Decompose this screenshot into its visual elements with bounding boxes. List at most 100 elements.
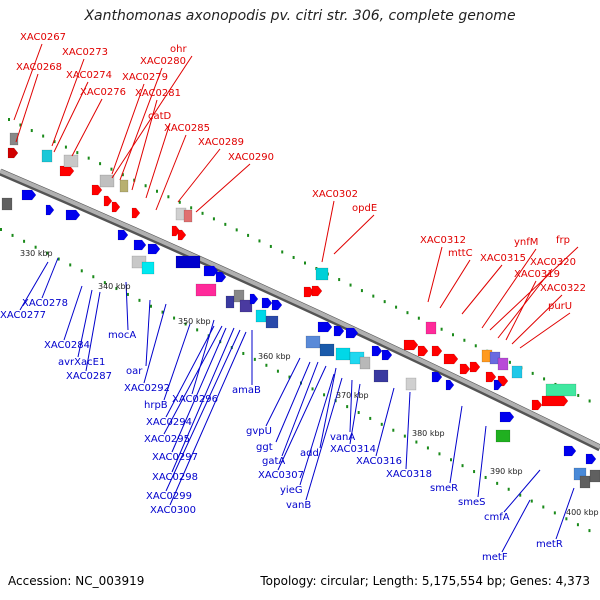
gene-label-XAC0297[interactable]: XAC0297 xyxy=(152,452,198,463)
scale-label: 400 kbp xyxy=(566,508,599,517)
tick-dot xyxy=(461,464,464,468)
gene-label-mocA[interactable]: mocA xyxy=(108,330,136,341)
tick-dot xyxy=(224,222,227,226)
tick-dot xyxy=(196,328,199,332)
gene-label-ynfM[interactable]: ynfM xyxy=(514,237,538,248)
leader-line xyxy=(461,264,503,315)
gene-label-XAC0281[interactable]: XAC0281 xyxy=(135,88,181,99)
gene-block xyxy=(175,255,201,269)
gene-label-XAC0268[interactable]: XAC0268 xyxy=(16,62,62,73)
gene-label-XAC0295[interactable]: XAC0295 xyxy=(144,434,190,445)
gene-arrow xyxy=(7,147,19,159)
gene-label-catD[interactable]: catD xyxy=(148,111,172,122)
leader-line xyxy=(299,373,335,486)
gene-label-XAC0322[interactable]: XAC0322 xyxy=(540,283,586,294)
gene-block xyxy=(183,209,193,223)
gene-label-metF[interactable]: metF xyxy=(482,552,508,563)
gene-label-XAC0280[interactable]: XAC0280 xyxy=(140,56,186,67)
leader-line xyxy=(519,312,571,349)
gene-block xyxy=(225,295,235,309)
leader-line xyxy=(277,365,327,471)
gene-label-XAC0294[interactable]: XAC0294 xyxy=(146,417,192,428)
gene-label-cmfA[interactable]: cmfA xyxy=(484,512,510,523)
gene-label-smeR[interactable]: smeR xyxy=(430,483,458,494)
gene-label-vanB[interactable]: vanB xyxy=(286,500,311,511)
gene-arrow xyxy=(133,239,147,251)
gene-label-XAC0300[interactable]: XAC0300 xyxy=(150,505,196,516)
gene-label-XAC0289[interactable]: XAC0289 xyxy=(198,137,244,148)
gene-label-ohr[interactable]: ohr xyxy=(170,44,187,55)
gene-label-XAC0319[interactable]: XAC0319 xyxy=(514,269,560,280)
leader-line xyxy=(53,81,89,153)
gene-label-XAC0316[interactable]: XAC0316 xyxy=(356,456,402,467)
gene-block xyxy=(195,283,217,297)
gene-label-XAC0315[interactable]: XAC0315 xyxy=(480,253,526,264)
gene-label-XAC0267[interactable]: XAC0267 xyxy=(20,32,66,43)
gene-label-XAC0285[interactable]: XAC0285 xyxy=(164,123,210,134)
gene-label-XAC0278[interactable]: XAC0278 xyxy=(22,298,68,309)
gene-arrow xyxy=(317,321,333,333)
gene-label-add[interactable]: add xyxy=(300,448,319,459)
gene-label-XAC0277[interactable]: XAC0277 xyxy=(0,310,46,321)
tick-dot xyxy=(508,360,511,364)
tick-dot xyxy=(161,310,164,314)
genome-summary: Topology: circular; Length: 5,175,554 bp… xyxy=(260,574,590,588)
gene-label-XAC0320[interactable]: XAC0320 xyxy=(530,257,576,268)
gene-label-gvpU[interactable]: gvpU xyxy=(246,426,272,437)
gene-label-XAC0276[interactable]: XAC0276 xyxy=(80,87,126,98)
tick-dot xyxy=(99,162,102,166)
gene-label-smeS[interactable]: smeS xyxy=(458,497,485,508)
tick-dot xyxy=(80,269,83,273)
leader-line xyxy=(439,259,471,309)
gene-label-mttC[interactable]: mttC xyxy=(448,248,473,259)
gene-label-oar[interactable]: oar xyxy=(126,366,143,377)
gene-label-XAC0318[interactable]: XAC0318 xyxy=(386,469,432,480)
tick-dot xyxy=(276,369,279,373)
gene-label-XAC0287[interactable]: XAC0287 xyxy=(66,371,112,382)
gene-label-XAC0302[interactable]: XAC0302 xyxy=(312,189,358,200)
gene-label-gatA[interactable]: gatA xyxy=(262,456,285,467)
gene-label-XAC0298[interactable]: XAC0298 xyxy=(152,472,198,483)
gene-block xyxy=(319,343,335,357)
gene-arrow xyxy=(345,327,359,339)
tick-dot xyxy=(30,129,33,133)
gene-label-ggt[interactable]: ggt xyxy=(256,442,273,453)
tick-dot xyxy=(531,371,534,375)
gene-label-XAC0296[interactable]: XAC0296 xyxy=(172,394,218,405)
gene-label-XAC0307[interactable]: XAC0307 xyxy=(258,470,304,481)
tick-dot xyxy=(530,499,533,503)
gene-label-XAC0273[interactable]: XAC0273 xyxy=(62,47,108,58)
tick-dot xyxy=(242,351,245,355)
gene-label-XAC0292[interactable]: XAC0292 xyxy=(124,383,170,394)
tick-dot xyxy=(383,300,386,304)
leader-line xyxy=(143,303,167,384)
leader-line xyxy=(163,325,223,435)
leader-line xyxy=(275,361,311,443)
gene-label-XAC0290[interactable]: XAC0290 xyxy=(228,152,274,163)
scale-labels: 330 kbp 340 kbp 350 kbp 360 kbp 370 kbp 380 k… xyxy=(20,249,599,517)
gene-label-hrpB[interactable]: hrpB xyxy=(144,400,168,411)
gene-label-purU[interactable]: purU xyxy=(548,301,572,312)
gene-label-XAC0312[interactable]: XAC0312 xyxy=(420,235,466,246)
gene-label-avrXacE1[interactable]: avrXacE1 xyxy=(58,357,105,368)
tick-dot xyxy=(156,189,158,193)
tick-dot xyxy=(265,363,268,367)
gene-label-frp[interactable]: frp xyxy=(556,235,570,246)
tick-dot xyxy=(349,283,352,287)
gene-label-XAC0284[interactable]: XAC0284 xyxy=(44,340,90,351)
gene-label-opdE[interactable]: opdE xyxy=(352,203,377,214)
tick-dot xyxy=(92,275,95,279)
gene-label-XAC0314[interactable]: XAC0314 xyxy=(330,444,376,455)
gene-label-XAC0279[interactable]: XAC0279 xyxy=(122,72,168,83)
tick-dot xyxy=(346,405,349,409)
backbone-shadow xyxy=(0,168,600,452)
gene-arrow xyxy=(403,339,419,351)
gene-label-XAC0299[interactable]: XAC0299 xyxy=(146,491,192,502)
leader-line xyxy=(111,83,145,175)
tick-dot xyxy=(201,211,204,215)
gene-label-vanA[interactable]: vanA xyxy=(330,432,355,443)
gene-label-yieG[interactable]: yieG xyxy=(280,485,303,496)
gene-label-XAC0274[interactable]: XAC0274 xyxy=(66,70,112,81)
gene-label-metR[interactable]: metR xyxy=(536,539,563,550)
gene-label-amaB[interactable]: amaB xyxy=(232,385,261,396)
